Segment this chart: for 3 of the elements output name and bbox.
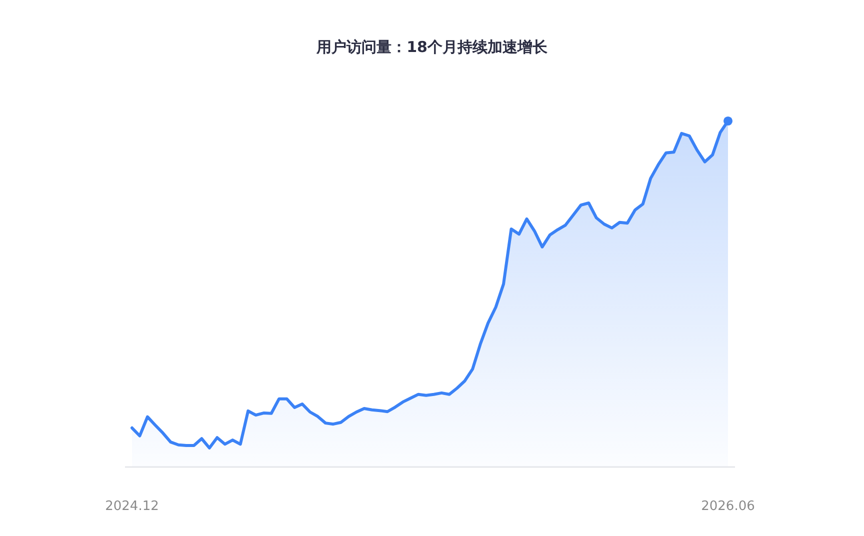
chart-title: 用户访问量：18个月持续加速增长 bbox=[315, 37, 548, 57]
x-tick-label: 2024.12 bbox=[105, 499, 159, 514]
x-tick-label: 2026.06 bbox=[701, 499, 755, 514]
